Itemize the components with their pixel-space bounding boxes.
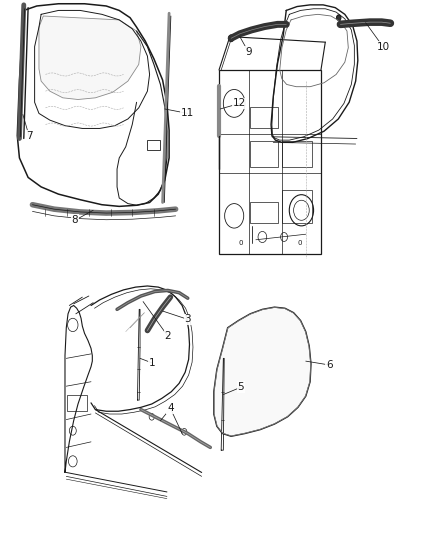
Text: 6: 6 [326,360,333,370]
Text: 5: 5 [237,382,244,392]
Text: 9: 9 [245,47,252,57]
Text: 4: 4 [167,403,174,414]
Text: 12: 12 [233,99,247,108]
Text: 7: 7 [26,131,32,141]
Text: 0: 0 [238,240,243,246]
Bar [282,141,312,167]
Text: 0: 0 [297,240,301,246]
Text: 3: 3 [184,314,191,325]
Bar [250,202,279,223]
Bar [250,141,279,167]
Text: 4: 4 [167,403,174,414]
Bar [67,394,87,411]
Text: 1: 1 [148,358,155,368]
Circle shape [229,35,234,42]
Bar [219,70,321,254]
Text: 11: 11 [181,108,194,118]
Polygon shape [39,16,141,100]
Text: 2: 2 [165,331,171,341]
Circle shape [336,15,341,20]
Bar [250,107,279,128]
Bar [282,190,312,223]
Bar [148,140,159,150]
Polygon shape [214,307,311,437]
Text: 10: 10 [376,42,389,52]
Text: 8: 8 [72,215,78,225]
